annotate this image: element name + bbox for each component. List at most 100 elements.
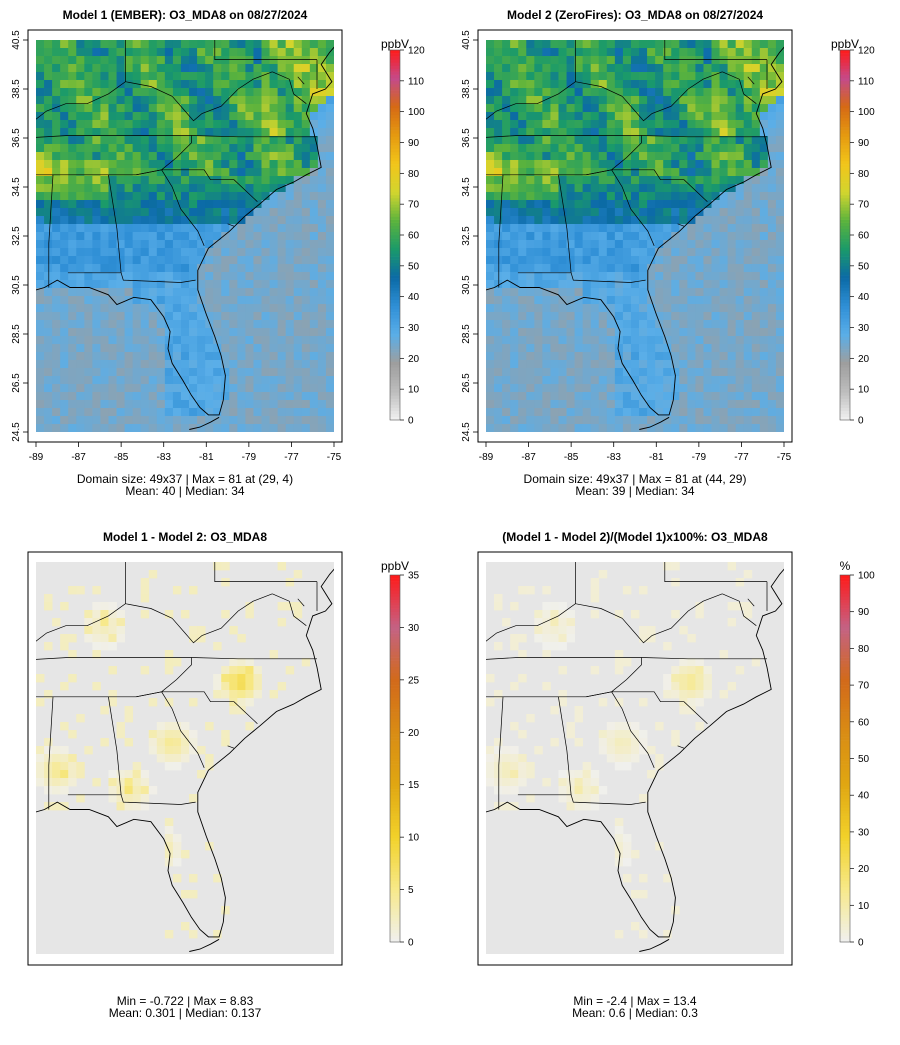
- heatmap-cell: [301, 658, 311, 667]
- heatmap-cell: [205, 96, 214, 105]
- heatmap-cell: [301, 208, 311, 217]
- heatmap-cell: [309, 408, 319, 417]
- heatmap-cell: [630, 392, 640, 401]
- state-boundary: [486, 81, 623, 120]
- heatmap-cell: [558, 240, 567, 249]
- colorbar-segment: [840, 874, 850, 879]
- heatmap-cell: [124, 336, 134, 345]
- heatmap-cell: [197, 416, 206, 425]
- heatmap-cell: [52, 64, 61, 73]
- heatmap-cell: [108, 104, 117, 113]
- y-tick-label: 38.5: [461, 79, 472, 99]
- colorbar-segment: [390, 651, 400, 655]
- heatmap-cell: [687, 96, 696, 105]
- state-boundary: [161, 691, 205, 768]
- x-axis: -89 -87 -85 -83 -81 -79 -77 -75: [29, 442, 342, 463]
- heatmap-cell: [309, 344, 319, 353]
- heatmap-cell: [68, 352, 77, 361]
- heatmap-cell: [526, 352, 535, 361]
- colorbar-segment: [840, 691, 850, 695]
- colorbar-segment: [390, 727, 400, 732]
- heatmap-cell: [510, 786, 519, 795]
- heatmap-cell: [84, 80, 93, 89]
- heatmap-cell: [172, 168, 182, 177]
- heatmap-cell: [76, 256, 85, 265]
- heatmap-cell: [301, 232, 311, 241]
- heatmap-cell: [558, 208, 567, 217]
- colorbar-segment: [390, 364, 400, 368]
- colorbar-segment: [840, 352, 850, 356]
- heatmap-cell: [614, 312, 624, 321]
- heatmap-cell: [574, 408, 584, 417]
- heatmap-cell: [614, 730, 624, 739]
- heatmap-cell: [566, 200, 575, 209]
- heatmap-cell: [598, 384, 608, 393]
- heatmap-cell: [550, 400, 559, 409]
- heatmap-cell: [164, 344, 174, 353]
- heatmap-cell: [502, 48, 511, 57]
- heatmap-cell: [172, 320, 182, 329]
- heatmap-cell: [606, 424, 616, 432]
- colorbar-segment: [390, 176, 400, 180]
- heatmap-cell: [494, 786, 503, 795]
- colorbar-tick-label: 35: [408, 571, 420, 582]
- heatmap-cell: [245, 416, 254, 425]
- heatmap-cell: [663, 376, 672, 385]
- heatmap-cell: [108, 778, 117, 787]
- heatmap-cell: [542, 626, 551, 635]
- heatmap-cell: [502, 40, 511, 49]
- heatmap-cell: [606, 88, 616, 97]
- colorbar-segment: [390, 932, 400, 937]
- heatmap-cell: [598, 400, 608, 409]
- heatmap-cell: [719, 104, 729, 113]
- heatmap-cell: [148, 152, 158, 161]
- heatmap-cell: [148, 128, 158, 137]
- heatmap-cell: [647, 384, 656, 393]
- heatmap-cell: [148, 224, 158, 233]
- heatmap-cell: [277, 344, 287, 353]
- heatmap-cell: [68, 650, 77, 659]
- colorbar-segment: [840, 868, 850, 872]
- heatmap-cell: [277, 392, 287, 401]
- heatmap-cell: [510, 104, 519, 113]
- heatmap-cell: [518, 408, 527, 417]
- heatmap-cell: [100, 152, 109, 161]
- heatmap-cell: [213, 248, 222, 257]
- colorbar-segment: [390, 404, 400, 408]
- heatmap-cell: [301, 88, 311, 97]
- heatmap-cell: [124, 80, 134, 89]
- heatmap-cell: [486, 770, 495, 779]
- heatmap-cell: [630, 376, 640, 385]
- colorbar-segment: [390, 938, 400, 943]
- heatmap-cell: [221, 48, 230, 57]
- heatmap-cell: [189, 152, 198, 161]
- heatmap-cell: [132, 96, 142, 105]
- colorbar-segment: [840, 342, 850, 347]
- heatmap-cell: [735, 408, 745, 417]
- heatmap-cell: [486, 64, 495, 73]
- heatmap-cell: [655, 232, 664, 241]
- colorbar-segment: [390, 678, 400, 683]
- heatmap-cell: [76, 714, 85, 723]
- heatmap-cell: [687, 40, 696, 49]
- heatmap-cell: [172, 232, 182, 241]
- heatmap-cell: [598, 730, 608, 739]
- heatmap-cell: [140, 136, 150, 145]
- heatmap-cell: [502, 368, 511, 377]
- heatmap-cell: [84, 104, 93, 113]
- colorbar-segment: [390, 801, 400, 805]
- heatmap-cell: [647, 248, 656, 257]
- heatmap-cell: [52, 176, 61, 185]
- heatmap-cell: [614, 610, 624, 619]
- heatmap-cell: [44, 408, 53, 417]
- heatmap-cell: [639, 352, 648, 361]
- heatmap-cell: [518, 770, 527, 779]
- heatmap-cell: [639, 168, 648, 177]
- heatmap-cell: [261, 248, 270, 257]
- heatmap-cell: [285, 256, 295, 265]
- heatmap-cell: [253, 368, 262, 377]
- heatmap-cell: [566, 256, 575, 265]
- heatmap-cell: [317, 408, 327, 417]
- heatmap-cell: [647, 72, 656, 81]
- heatmap-cell: [108, 690, 117, 699]
